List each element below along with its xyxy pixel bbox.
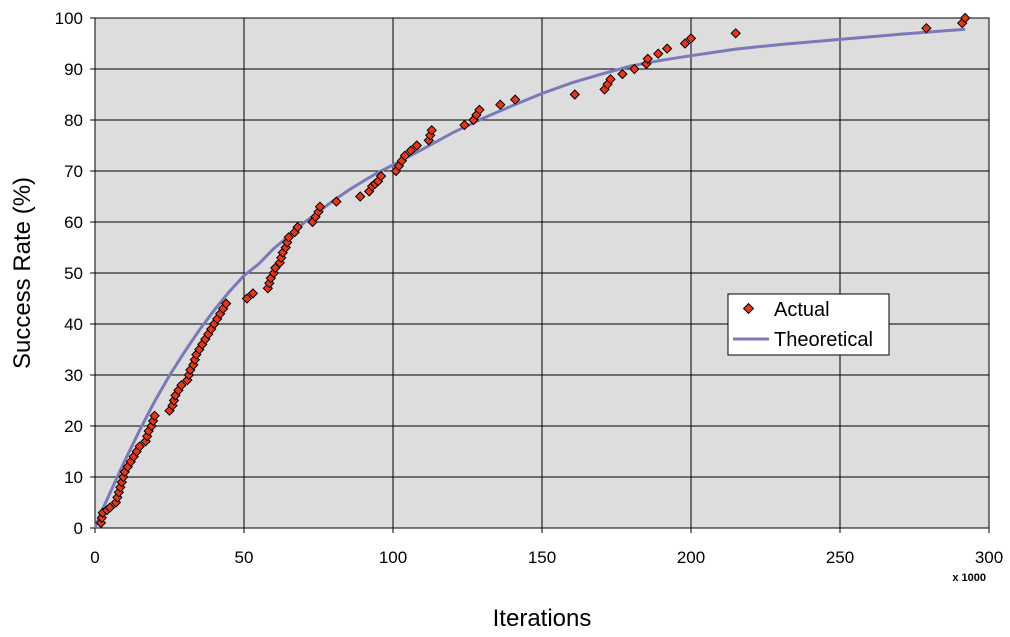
data-point [314, 201, 326, 212]
x-tick-label: 300 [975, 548, 1003, 567]
data-point [474, 104, 485, 116]
legend-marker-actual [742, 302, 755, 315]
legend-label-theoretical: Theoretical [774, 329, 873, 351]
x-tick-label: 250 [826, 548, 854, 567]
y-tick-label: 90 [64, 60, 83, 79]
y-axis-title: Success Rate (%) [9, 177, 36, 369]
data-point [629, 63, 640, 75]
data-point [405, 145, 417, 156]
data-point [134, 441, 145, 452]
data-point [176, 379, 187, 391]
data-point [685, 33, 697, 44]
data-point [617, 68, 628, 80]
data-point [679, 38, 691, 49]
data-point [331, 196, 342, 207]
data-point [509, 94, 521, 105]
data-point [959, 12, 971, 24]
data-point [149, 410, 160, 422]
data-point [283, 232, 294, 243]
y-tick-label: 60 [64, 213, 83, 232]
data-point [292, 221, 303, 233]
y-tick-label: 100 [55, 9, 83, 28]
x-tick-label: 100 [379, 548, 407, 567]
plot-border [94, 17, 990, 529]
y-tick-label: 30 [64, 366, 83, 385]
x-axis-multiplier: x 1000 [952, 572, 986, 584]
x-axis-title: Iterations [493, 605, 592, 632]
x-tick-label: 50 [235, 548, 254, 567]
legend-label-actual: Actual [774, 299, 830, 321]
data-point [495, 99, 506, 110]
y-tick-label: 10 [64, 468, 83, 487]
data-point [459, 119, 470, 131]
data-point [241, 293, 253, 304]
data-point [104, 502, 116, 513]
legend: Actual Theoretical [727, 293, 890, 356]
y-tick-label: 50 [64, 264, 83, 283]
y-tick-label: 0 [74, 519, 83, 538]
y-tick-label: 40 [64, 315, 83, 334]
data-point [921, 22, 932, 34]
series-points-actual [95, 12, 971, 529]
data-point [411, 140, 423, 151]
data-point [355, 191, 366, 202]
series-line-theoretical [93, 27, 966, 529]
data-point [605, 73, 616, 85]
x-tick-label: 200 [677, 548, 705, 567]
y-tick-label: 70 [64, 162, 83, 181]
data-point [247, 288, 259, 299]
data-point [399, 150, 411, 161]
data-point [642, 53, 653, 65]
y-tick-label: 80 [64, 111, 83, 130]
y-tick-label: 20 [64, 417, 83, 436]
tick-labels: 0 10 20 30 40 50 60 70 80 90 100 0 50 100 150 200 250 300 [55, 9, 1004, 567]
x-tick-label: 150 [528, 548, 556, 567]
data-point [653, 48, 664, 59]
data-point [375, 170, 387, 182]
data-point [661, 43, 673, 54]
data-point [426, 124, 437, 136]
data-point [220, 298, 232, 309]
x-tick-label: 0 [90, 548, 99, 567]
legend-box [727, 293, 890, 356]
data-point [569, 89, 580, 100]
data-point [730, 28, 741, 39]
